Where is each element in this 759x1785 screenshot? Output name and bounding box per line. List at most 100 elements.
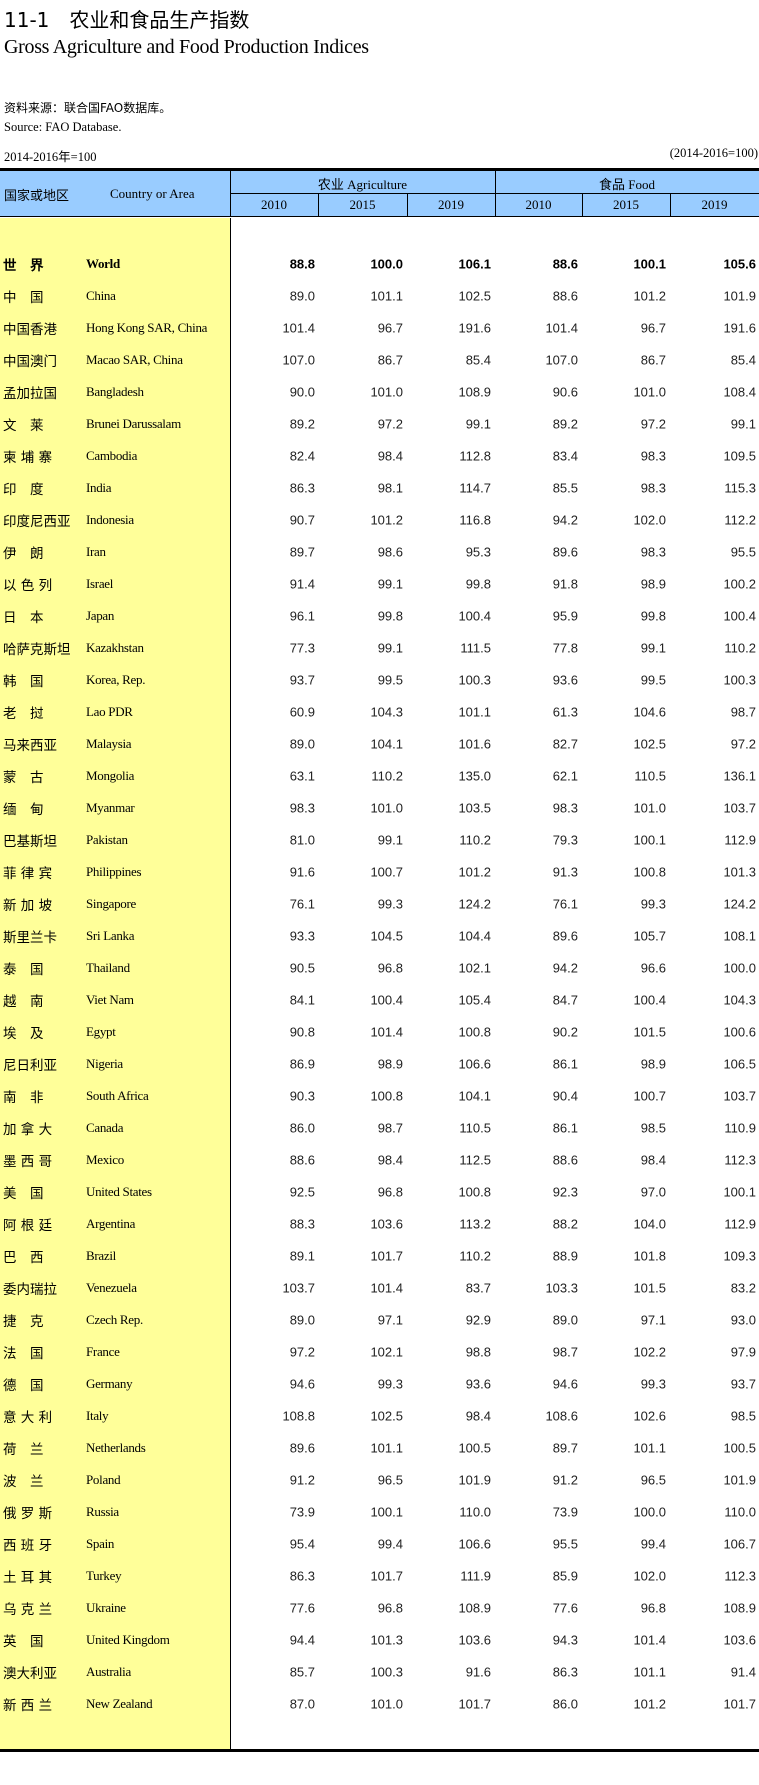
agriculture-2010-value: 82.4	[289, 448, 315, 464]
agriculture-2015-value: 103.6	[370, 1216, 403, 1232]
agriculture-2019-value: 112.5	[459, 1152, 491, 1168]
header-divider	[230, 193, 759, 194]
agriculture-2010-value: 81.0	[289, 832, 315, 848]
country-name-en: France	[86, 1344, 120, 1359]
country-name-en: United Kingdom	[86, 1632, 170, 1647]
food-2010-value: 98.3	[552, 800, 578, 816]
country-name-en: Turkey	[86, 1568, 122, 1583]
agriculture-2010-value: 107.0	[282, 352, 315, 368]
agriculture-2015-value: 110.2	[371, 768, 403, 784]
food-2019-value: 98.7	[730, 704, 756, 720]
country-name-en: Cambodia	[86, 448, 138, 463]
agriculture-2015-value: 98.4	[377, 1152, 403, 1168]
country-name-en: Bangladesh	[86, 384, 144, 399]
food-2010-value: 88.9	[552, 1248, 578, 1264]
agriculture-2015-value: 100.7	[370, 864, 403, 880]
food-2010-value: 88.6	[552, 1152, 578, 1168]
food-2019-value: 99.1	[730, 416, 756, 432]
agriculture-2019-value: 98.8	[465, 1344, 491, 1360]
food-2015-value: 101.0	[633, 800, 666, 816]
country-name-en: Lao PDR	[86, 704, 133, 719]
food-2019-value: 109.5	[723, 448, 756, 464]
agriculture-2019-value: 114.7	[459, 480, 491, 496]
table-title-en: Gross Agriculture and Food Production In…	[4, 36, 369, 58]
food-2015-value: 99.5	[640, 672, 666, 688]
food-2015-value: 101.5	[633, 1024, 666, 1040]
source-note-cn: 资料来源：联合国FAO数据库。	[4, 101, 172, 115]
base-period-en: (2014-2016=100)	[669, 146, 758, 160]
agriculture-2015-value: 101.0	[370, 800, 403, 816]
food-2019-value: 110.0	[724, 1504, 756, 1520]
agriculture-2019-value: 111.5	[460, 640, 491, 656]
country-name-en: Poland	[86, 1472, 121, 1487]
food-2019-value: 100.5	[723, 1440, 756, 1456]
food-2019-value: 112.3	[724, 1152, 756, 1168]
agriculture-2015-value: 99.1	[377, 576, 403, 592]
agriculture-2010-value: 86.3	[289, 480, 315, 496]
food-2019-value: 101.7	[723, 1696, 756, 1712]
food-2010-value: 94.2	[552, 512, 578, 528]
agriculture-2015-value: 104.3	[370, 704, 403, 720]
country-name-cn: 中国香港	[3, 322, 57, 338]
agriculture-2015-value: 100.3	[370, 1664, 403, 1680]
food-2015-value: 98.3	[640, 448, 666, 464]
agriculture-2019-value: 191.6	[458, 320, 491, 336]
agriculture-2015-value: 104.5	[370, 928, 403, 944]
agriculture-2015-value: 96.8	[377, 1184, 403, 1200]
agriculture-2015-value: 99.3	[377, 896, 403, 912]
agriculture-2010-value: 94.4	[289, 1632, 315, 1648]
agriculture-2010-value: 87.0	[289, 1696, 315, 1712]
food-2010-value: 88.6	[552, 288, 578, 304]
agriculture-2019-value: 110.5	[459, 1120, 491, 1136]
agriculture-2010-value: 86.9	[289, 1056, 315, 1072]
food-2010-value: 91.2	[552, 1472, 578, 1488]
food-2010-value: 95.9	[552, 608, 578, 624]
country-name-cn: 印 度	[3, 482, 44, 498]
country-name-cn: 马来西亚	[3, 738, 57, 754]
food-2019-value: 112.3	[724, 1568, 756, 1584]
food-2010-value: 86.1	[552, 1056, 578, 1072]
agriculture-2019-value: 113.2	[459, 1216, 491, 1232]
food-2015-value: 101.4	[633, 1632, 666, 1648]
food-2019-value: 109.3	[723, 1248, 756, 1264]
header-divider	[318, 193, 319, 217]
food-2019-value: 108.9	[723, 1600, 756, 1616]
country-name-en: Mongolia	[86, 768, 135, 783]
agriculture-2010-value: 108.8	[282, 1408, 315, 1424]
food-2010-value: 86.0	[552, 1696, 578, 1712]
agriculture-2019-value: 110.0	[459, 1504, 491, 1520]
agriculture-2010-value: 77.3	[289, 640, 315, 656]
agriculture-2019-value: 104.1	[458, 1088, 491, 1104]
food-2019-value: 112.9	[724, 832, 756, 848]
food-2019-value: 97.2	[730, 736, 756, 752]
agriculture-2010-value: 89.1	[289, 1248, 315, 1264]
country-name-en: New Zealand	[86, 1696, 153, 1711]
agriculture-2019-value: 91.6	[465, 1664, 491, 1680]
agriculture-2010-value: 76.1	[289, 896, 315, 912]
country-name-cn: 缅 甸	[3, 802, 44, 818]
agriculture-2019-value: 101.9	[458, 1472, 491, 1488]
food-2015-value: 104.6	[633, 704, 666, 720]
country-name-en: Pakistan	[86, 832, 128, 847]
header-divider	[230, 171, 231, 217]
table-title-cn: 11-1 农业和食品生产指数	[4, 8, 250, 32]
country-name-cn: 加 拿 大	[3, 1122, 53, 1138]
food-2015-value: 96.8	[640, 1600, 666, 1616]
agriculture-2019-value: 108.9	[458, 384, 491, 400]
source-note-en: Source: FAO Database.	[4, 120, 122, 134]
food-2019-value: 136.1	[723, 768, 756, 784]
country-name-cn: 巴 西	[3, 1250, 44, 1266]
food-2019-value: 108.4	[723, 384, 756, 400]
food-2015-value: 102.5	[633, 736, 666, 752]
food-2010-value: 89.2	[552, 416, 578, 432]
food-2010-value: 108.6	[545, 1408, 578, 1424]
country-name-en: Nigeria	[86, 1056, 123, 1071]
country-name-en: Philippines	[86, 864, 142, 879]
food-2010-value: 101.4	[545, 320, 578, 336]
food-2015-value: 102.0	[633, 512, 666, 528]
food-2015-value: 100.0	[633, 1504, 666, 1520]
country-name-cn: 菲 律 宾	[3, 866, 53, 882]
food-2015-value: 100.4	[633, 992, 666, 1008]
agriculture-2010-value: 90.0	[289, 384, 315, 400]
food-2015-value: 96.6	[640, 960, 666, 976]
